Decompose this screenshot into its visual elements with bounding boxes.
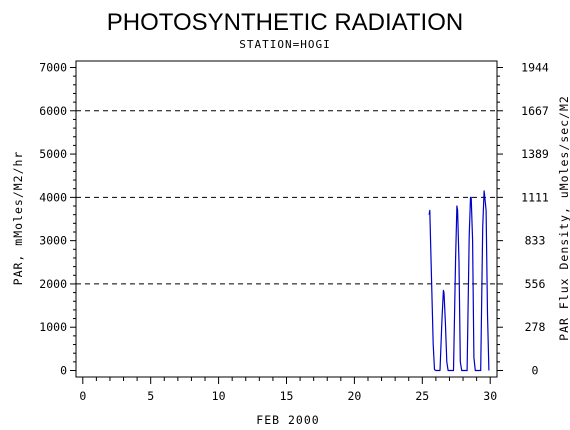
- gridlines: [76, 110, 497, 285]
- y-tick-label: 1000: [39, 320, 67, 334]
- x-axis-label: FEB 2000: [256, 413, 319, 427]
- y2-tick-label: 1944: [521, 60, 549, 74]
- y-axis-ticks: 0 1000 2000 3000 4000 5000 6000 7000: [39, 60, 76, 378]
- x-tick-label: 15: [280, 389, 294, 403]
- y2-axis-ticks: 0 278 556 833 1111 1389 1667 1944: [497, 60, 549, 378]
- x-tick-label: 0: [79, 389, 86, 403]
- x-tick-label: 10: [212, 389, 226, 403]
- y-tick-label: 7000: [39, 60, 67, 74]
- y-tick-label: 0: [60, 364, 67, 378]
- y-tick-label: 6000: [39, 104, 67, 118]
- y2-tick-label: 556: [525, 277, 546, 291]
- y2-tick-label: 1111: [521, 190, 549, 204]
- y2-tick-label: 278: [525, 320, 546, 334]
- y-tick-label: 3000: [39, 234, 67, 248]
- y2-tick-label: 1389: [521, 147, 549, 161]
- y-tick-label: 2000: [39, 277, 67, 291]
- x-axis-ticks: 0 5 10 15 20 25 30: [79, 377, 497, 403]
- chart-title: PHOTOSYNTHETIC RADIATION: [107, 9, 463, 36]
- y2-tick-label: 1667: [521, 104, 549, 118]
- x-tick-label: 30: [483, 389, 497, 403]
- y-axis-label: PAR, mMoles/M2/hr: [11, 151, 25, 286]
- x-tick-label: 20: [347, 389, 361, 403]
- x-tick-label: 5: [147, 389, 154, 403]
- series-group: [428, 190, 490, 372]
- y2-axis-label: PAR Flux Density, uMoles/sec/M2: [557, 95, 570, 341]
- y2-tick-label: 833: [525, 234, 546, 248]
- plot-frame: [75, 60, 498, 378]
- series-line: [428, 190, 490, 372]
- chart-subtitle: STATION=HOGI: [239, 38, 330, 51]
- axes: [75, 60, 498, 378]
- y2-tick-label: 0: [532, 364, 539, 378]
- y-tick-label: 5000: [39, 147, 67, 161]
- x-tick-label: 25: [415, 389, 429, 403]
- y-tick-label: 4000: [39, 190, 67, 204]
